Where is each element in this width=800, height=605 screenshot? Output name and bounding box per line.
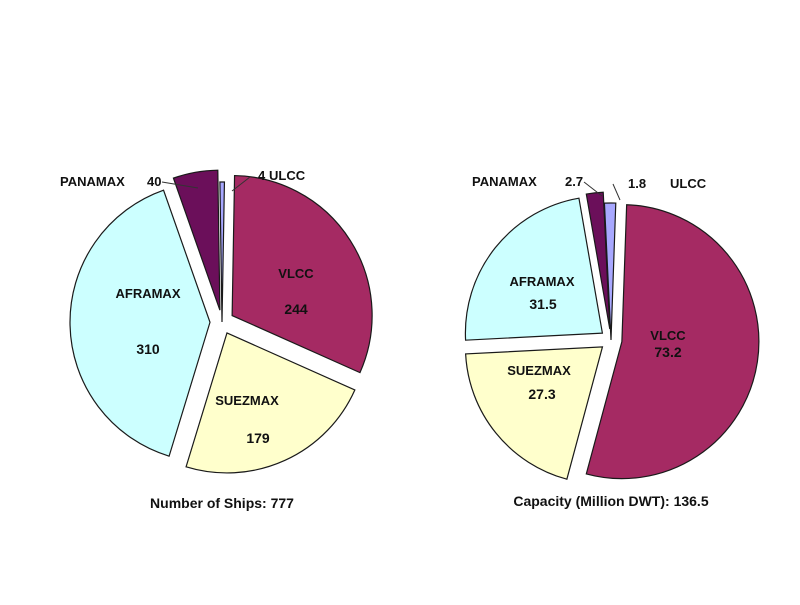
pie-slice-suezmax — [185, 332, 356, 474]
slice-value-label: 2.7 — [565, 174, 583, 189]
pie-chart-1: VLCC 244 SUEZMAX 179 AFRAMAX 310 PANAMAX 40 4 ULC… — [60, 168, 373, 511]
pie-slice-vlcc — [585, 204, 760, 480]
chart-caption: Capacity (Million DWT): 136.5 — [513, 493, 708, 509]
caption-label: Capacity (Million DWT): — [513, 493, 673, 509]
slice-value-label: 40 — [147, 174, 161, 189]
pie-slice-aframax — [69, 189, 211, 457]
pie-slice-aframax — [464, 197, 604, 341]
slice-value-label: 1.8 — [628, 176, 646, 191]
leader-line — [231, 176, 251, 192]
slice-label: VLCC — [278, 266, 314, 281]
slice-label: SUEZMAX — [507, 363, 571, 378]
slice-label: ULCC — [670, 176, 707, 191]
slice-label: ULCC — [269, 168, 306, 183]
slice-label: SUEZMAX — [215, 393, 279, 408]
caption-label: Number of Ships: — [150, 495, 271, 511]
slice-value-label: 4 — [258, 168, 266, 183]
pie-slice-panamax — [172, 169, 221, 311]
pie-slice-suezmax — [464, 346, 604, 480]
chart-caption: Number of Ships: 777 — [150, 495, 294, 511]
slice-value-label: 244 — [284, 301, 308, 317]
pie-slice-panamax — [585, 191, 611, 330]
slice-label: PANAMAX — [60, 174, 125, 189]
leader-line — [161, 181, 199, 189]
slice-value-label: 179 — [246, 430, 270, 446]
caption-total: 777 — [271, 495, 295, 511]
slice-label: AFRAMAX — [116, 286, 181, 301]
pie-slice-ulcc — [603, 202, 617, 341]
slice-value-label: 31.5 — [529, 296, 556, 312]
pie-slice-ulcc — [219, 181, 226, 323]
slice-label: AFRAMAX — [510, 274, 575, 289]
leader-line — [612, 183, 621, 201]
pie-slice-vlcc — [231, 174, 373, 374]
caption-total: 136.5 — [674, 493, 709, 509]
slice-label: VLCC — [650, 328, 686, 343]
leader-line — [583, 181, 603, 197]
slice-value-label: 310 — [136, 341, 160, 357]
slice-value-label: 73.2 — [654, 344, 681, 360]
slice-label: PANAMAX — [472, 174, 537, 189]
slice-value-label: 27.3 — [528, 386, 555, 402]
